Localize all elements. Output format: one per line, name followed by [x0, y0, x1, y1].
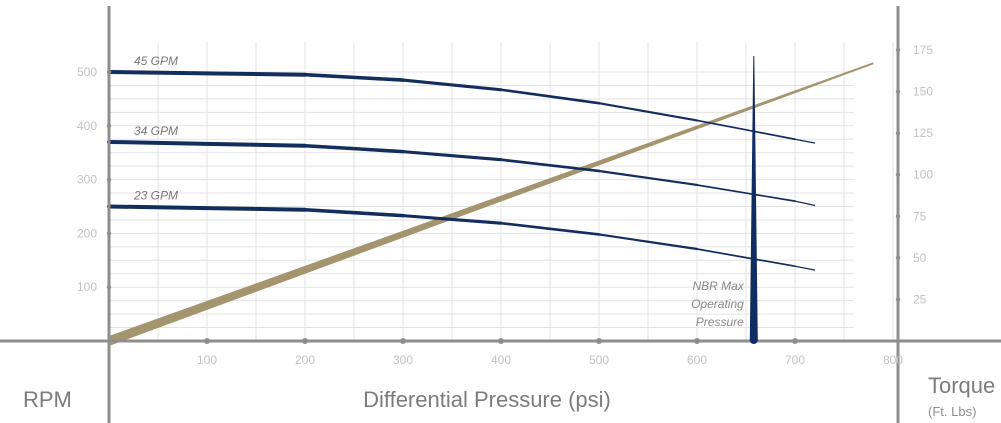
x-axis-tick-label: 300: [393, 353, 413, 367]
series-layer: 45 GPM 34 GPM 23 GPM: [107, 54, 874, 346]
x-axis-tick: [792, 338, 798, 344]
x-axis-tick: [498, 338, 504, 344]
rpm-series-segment: [401, 150, 503, 162]
left-axis-tick-label: 100: [77, 280, 97, 294]
rpm-series-segment: [499, 88, 601, 105]
rpm-series-segment: [794, 200, 816, 207]
labels: RPM Differential Pressure (psi) Torque (…: [23, 373, 995, 419]
rpm-series-segment: [303, 207, 405, 218]
rpm-series-segment: [696, 119, 796, 141]
x-axis-tick-label: 200: [295, 353, 315, 367]
left-axis-tick-label: 400: [77, 119, 97, 133]
rpm-series-segment: [499, 221, 601, 236]
nbr-max-marker-dot: [749, 336, 758, 344]
series-label: 23 GPM: [133, 189, 178, 203]
series-label: 34 GPM: [134, 124, 178, 138]
rpm-series-segment: [794, 138, 816, 144]
left-axis-tick: [106, 69, 112, 75]
x-axis-tick: [400, 338, 406, 344]
right-axis-tick: [895, 172, 901, 177]
left-axis-tick-label: 200: [77, 226, 97, 240]
left-axis-label: RPM: [23, 387, 72, 412]
right-axis-tick: [895, 297, 901, 302]
left-axis-tick: [106, 285, 112, 290]
rpm-series-segment: [107, 139, 307, 148]
right-axis-tick: [895, 47, 901, 53]
rpm-series-segment: [401, 214, 503, 225]
right-axis-unit-label: (Ft. Lbs): [928, 404, 976, 419]
right-axis-tick-label: 150: [913, 85, 933, 99]
left-axis-tick: [106, 123, 112, 128]
rpm-series-segment: [696, 248, 796, 268]
right-axis-tick-label: 125: [913, 126, 933, 140]
right-axis-tick: [895, 255, 901, 261]
rpm-series-segment: [597, 102, 699, 122]
rpm-series-segment: [303, 143, 405, 154]
right-axis-tick-label: 75: [913, 209, 927, 223]
x-axis-tick-label: 600: [687, 353, 707, 367]
nbr-max-marker: [749, 56, 758, 340]
annotation-label: Operating: [691, 297, 744, 311]
x-axis-tick-label: 700: [785, 353, 805, 367]
x-axis-tick-label: 500: [589, 353, 609, 367]
torque-series-band: [109, 62, 874, 346]
x-axis-tick: [204, 338, 210, 344]
rpm-series-segment: [303, 72, 405, 82]
rpm-series-segment: [107, 70, 307, 77]
rpm-series-segment: [499, 158, 601, 173]
rpm-series-segment: [401, 78, 503, 92]
right-axis-label: Torque: [928, 373, 995, 398]
left-axis-tick-label: 300: [77, 173, 97, 187]
left-axis-tick: [106, 177, 112, 182]
rpm-series-segment: [597, 169, 699, 187]
x-axis-label: Differential Pressure (psi): [363, 387, 611, 412]
right-axis-tick-label: 175: [913, 43, 933, 57]
left-axis-tick: [106, 231, 112, 236]
rpm-series-segment: [107, 204, 307, 212]
right-axis-tick: [895, 214, 901, 219]
x-axis-tick-label: 800: [883, 353, 903, 367]
right-axis-tick-label: 50: [913, 251, 927, 265]
x-axis-tick-label: 100: [197, 353, 217, 367]
right-axis-tick: [895, 89, 901, 94]
x-axis-tick: [302, 338, 308, 344]
series-label: 45 GPM: [134, 54, 178, 68]
right-axis-tick-label: 100: [913, 168, 933, 182]
axes: 100 200 300 400 500 100 200 300 400 500 600 700 800 2…: [0, 6, 1001, 423]
annotation-label: NBR Max: [692, 279, 744, 293]
left-axis-tick-label: 500: [77, 65, 97, 79]
annotation-label: Pressure: [696, 315, 744, 329]
x-axis-tick-label: 400: [491, 353, 511, 367]
x-axis-tick: [694, 338, 700, 344]
x-axis-tick: [596, 338, 602, 344]
annotations: NBR Max Operating Pressure: [691, 56, 758, 344]
right-axis-tick-label: 25: [913, 292, 927, 306]
rpm-series-segment: [597, 233, 699, 251]
rpm-series-segment: [794, 265, 816, 271]
rpm-series-segment: [696, 184, 796, 202]
right-axis-tick: [895, 130, 901, 136]
grid: [109, 42, 894, 341]
